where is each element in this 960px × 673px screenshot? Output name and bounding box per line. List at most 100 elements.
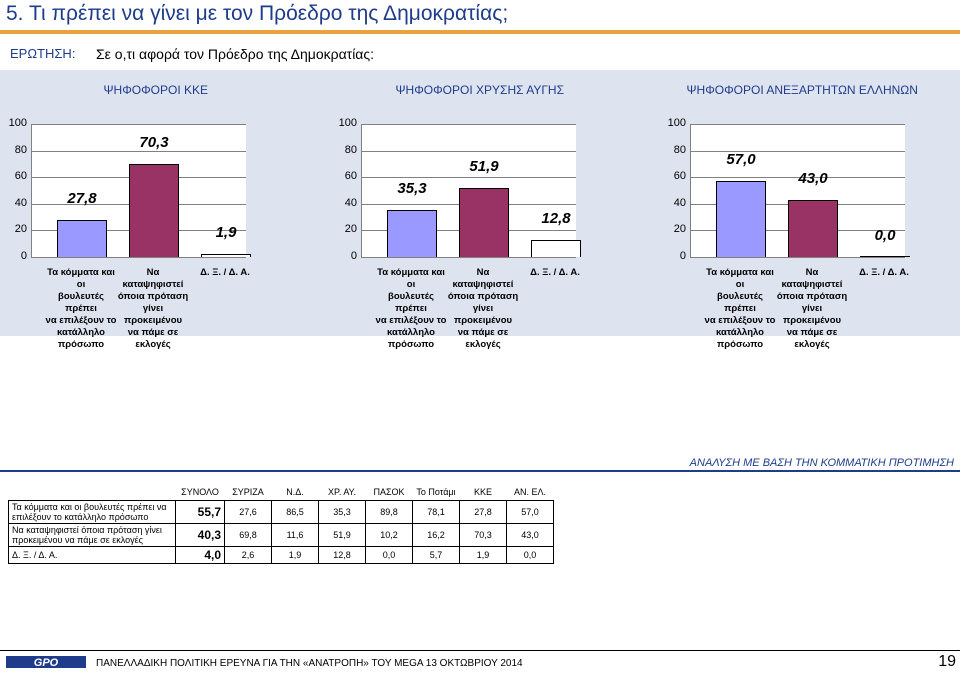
x-tick-label: Να καταψηφιστεί όποια πρόταση γίνει προκει… xyxy=(776,267,848,350)
table-cell: 69,8 xyxy=(224,523,272,547)
table-cell: 86,5 xyxy=(271,500,319,524)
table-header-cell: Ν.Δ. xyxy=(286,487,304,497)
x-tick-label: Τα κόμματα και οι βουλευτές πρέπει να επιλ… xyxy=(45,267,117,350)
x-tick-label: Τα κόμματα και οι βουλευτές πρέπει να επιλ… xyxy=(704,267,776,350)
table-header-cell: ΣΥΝΟΛΟ xyxy=(181,487,219,497)
y-tick-label: 60 xyxy=(344,170,357,183)
question-label: ΕΡΩΤΗΣΗ: xyxy=(10,46,76,61)
y-tick-label: 40 xyxy=(14,196,27,209)
table-cell: 78,1 xyxy=(412,500,460,524)
table-cell: 1,9 xyxy=(271,546,319,564)
bar xyxy=(788,199,838,257)
data-label: 51,9 xyxy=(469,157,499,175)
table-header-row: ΣΥΝΟΛΟ ΣΥΡΙΖΑ Ν.Δ. ΧΡ. ΑΥ. ΠΑΣΟΚ Το Ποτάμι ΚΚΕ… xyxy=(9,484,554,501)
chart-title: ΨΗΦΟΦΟΡΟΙ ΧΡΥΣΗΣ ΑΥΓΗΣ xyxy=(395,83,565,97)
data-table: ΣΥΝΟΛΟ ΣΥΡΙΖΑ Ν.Δ. ΧΡ. ΑΥ. ΠΑΣΟΚ Το Ποτάμι ΚΚΕ… xyxy=(8,484,554,564)
table-header-cell: Το Ποτάμι xyxy=(416,487,456,497)
table-row-label: Τα κόμματα και οι βουλευτές πρέπει να επι… xyxy=(8,500,176,524)
table-cell: 16,2 xyxy=(412,523,460,547)
logo-text: GPO xyxy=(34,657,59,668)
table-cell: 0,0 xyxy=(506,546,554,564)
table-cell: 70,3 xyxy=(459,523,507,547)
table-header-cell: ΚΚΕ xyxy=(473,487,492,497)
data-label: 1,9 xyxy=(215,224,237,242)
x-tick-label: Να καταψηφιστεί όποια πρόταση γίνει προκει… xyxy=(447,267,519,350)
table-cell: 27,6 xyxy=(224,500,272,524)
table-cell: 51,9 xyxy=(318,523,366,547)
table-cell: 1,9 xyxy=(459,546,507,564)
table-total-cell: 55,7 xyxy=(175,500,225,524)
x-tick-label: Τα κόμματα και οι βουλευτές πρέπει να επιλ… xyxy=(375,267,447,350)
question-text: Σε ο,τι αφορά τον Πρόεδρο της Δημοκρατία… xyxy=(96,46,375,62)
gridline xyxy=(691,124,905,125)
table-cell: 35,3 xyxy=(318,500,366,524)
table-cell: 57,0 xyxy=(506,500,554,524)
y-tick-label: 100 xyxy=(667,117,686,129)
plot-area: 57,0 43,0 0,0 xyxy=(690,124,910,258)
data-label: 57,0 xyxy=(726,151,756,169)
gpo-logo: GPO xyxy=(6,656,86,668)
y-tick-label: 40 xyxy=(344,196,357,209)
gridline xyxy=(362,124,576,125)
plot-area: 27,8 70,3 1,9 xyxy=(31,124,251,258)
data-label: 27,8 xyxy=(67,190,97,208)
gridline xyxy=(32,150,246,152)
data-label: 12,8 xyxy=(541,209,571,227)
y-tick-label: 0 xyxy=(350,250,357,262)
data-label: 0,0 xyxy=(874,227,896,244)
table-row: Δ. Ξ. / Δ. Α. 4,0 2,6 1,9 12,8 0,0 5,7 1,9 0,0 xyxy=(8,546,554,564)
y-tick-label: 20 xyxy=(673,223,686,236)
analysis-title: ΑΝΑΛΥΣΗ ΜΕ ΒΑΣΗ ΤΗΝ ΚΟΜΜΑΤΙΚΗ ΠΡΟΤΙΜΗΣΗ xyxy=(689,457,954,469)
analysis-underline xyxy=(0,470,960,472)
y-tick-label: 20 xyxy=(14,223,27,236)
footer-text: ΠΑΝΕΛΛΑΔΙΚΗ ΠΟΛΙΤΙΚΗ ΕΡΕΥΝΑ ΓΙΑ ΤΗΝ «ΑΝΑ… xyxy=(96,658,523,669)
y-tick-label: 60 xyxy=(14,170,27,183)
gridline xyxy=(691,150,905,152)
x-tick-label: Δ. Ξ. / Δ. Α. xyxy=(200,267,250,278)
y-tick-label: 60 xyxy=(673,170,686,183)
table-cell: 89,8 xyxy=(365,500,413,524)
y-tick-label: 0 xyxy=(20,250,27,262)
bar xyxy=(201,254,251,257)
table-total-cell: 40,3 xyxy=(175,523,225,547)
y-tick-label: 20 xyxy=(344,223,357,236)
y-tick-label: 80 xyxy=(344,143,357,156)
data-label: 43,0 xyxy=(798,169,828,187)
footer-divider xyxy=(0,650,960,651)
bar xyxy=(57,220,107,257)
table-header-cell: ΑΝ. ΕΛ. xyxy=(513,487,547,497)
y-tick-label: 80 xyxy=(14,143,27,156)
table-corner xyxy=(9,484,176,501)
table-header-cell: ΠΑΣΟΚ xyxy=(373,487,405,497)
table-total-cell: 4,0 xyxy=(175,546,225,564)
table-header-cell: ΣΥΡΙΖΑ xyxy=(232,487,264,497)
table-cell: 10,2 xyxy=(365,523,413,547)
bar xyxy=(716,181,766,257)
table-row: Τα κόμματα και οι βουλευτές πρέπει να επι… xyxy=(8,500,554,524)
table-cell: 2,6 xyxy=(224,546,272,564)
y-tick-label: 100 xyxy=(338,117,357,129)
gridline xyxy=(362,177,576,179)
table-cell: 0,0 xyxy=(365,546,413,564)
bar xyxy=(860,256,910,257)
y-tick-label: 0 xyxy=(679,250,686,262)
x-tick-label: Δ. Ξ. / Δ. Α. xyxy=(530,267,580,278)
x-tick-label: Να καταψηφιστεί όποια πρόταση γίνει προκει… xyxy=(117,267,189,350)
y-tick-label: 100 xyxy=(8,117,27,129)
data-label: 70,3 xyxy=(139,133,169,151)
x-tick-label: Δ. Ξ. / Δ. Α. xyxy=(859,267,909,278)
page-number: 19 xyxy=(938,653,956,670)
gridline xyxy=(32,124,246,125)
plot-area: 35,3 51,9 12,8 xyxy=(361,124,581,258)
chart-title: ΨΗΦΟΦΟΡΟΙ ΚΚΕ xyxy=(103,83,209,97)
page-title: 5. Τι πρέπει να γίνει με τον Πρόεδρο της… xyxy=(6,2,509,25)
table-row-label: Δ. Ξ. / Δ. Α. xyxy=(8,546,176,564)
bar xyxy=(459,187,509,257)
table-cell: 27,8 xyxy=(459,500,507,524)
bar xyxy=(531,239,581,257)
data-label: 35,3 xyxy=(397,180,427,198)
bar xyxy=(129,163,179,257)
table-cell: 5,7 xyxy=(412,546,460,564)
gridline xyxy=(691,177,905,179)
y-tick-label: 80 xyxy=(673,143,686,156)
